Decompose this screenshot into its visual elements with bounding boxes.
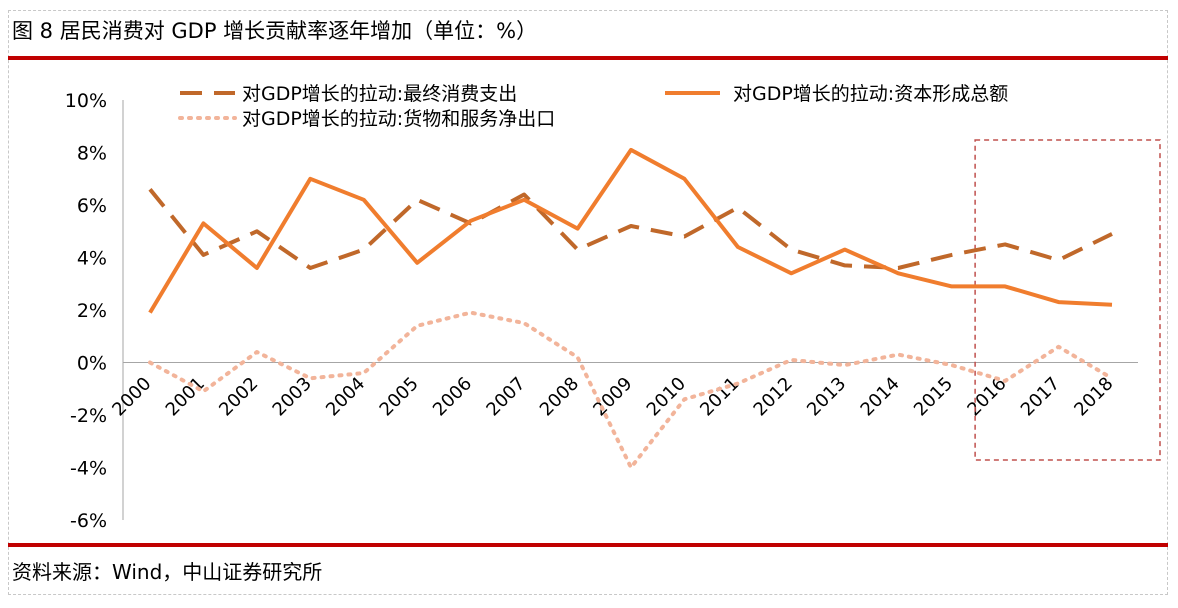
y-tick-label: -4% (70, 458, 107, 480)
y-tick-label: 4% (77, 248, 107, 270)
y-tick-label: 0% (77, 353, 107, 375)
legend-label-2: 对GDP增长的拉动:资本形成总额 (733, 83, 1008, 105)
x-tick-label: 2006 (429, 373, 476, 420)
legend-label-1: 对GDP增长的拉动:最终消费支出 (242, 83, 517, 105)
x-tick-label: 2007 (482, 373, 529, 420)
x-tick-label: 2003 (269, 373, 316, 420)
x-tick-label: 2008 (536, 373, 583, 420)
x-tick-label: 2011 (696, 373, 743, 420)
highlight-box (974, 139, 1161, 461)
x-tick-label: 2005 (376, 373, 423, 420)
source-note: 资料来源：Wind，中山证券研究所 (12, 560, 323, 584)
x-tick-label: 2002 (215, 373, 262, 420)
y-tick-label: 10% (65, 90, 107, 112)
x-tick-label: 2012 (750, 373, 797, 420)
series-line-3 (148, 310, 1114, 470)
source-divider (8, 543, 1168, 547)
y-tick-label: -6% (70, 510, 107, 532)
x-tick-label: 2013 (803, 373, 850, 420)
y-tick-label: 8% (77, 143, 107, 165)
y-tick-label: 2% (77, 300, 107, 322)
x-tick-label: 2010 (643, 373, 690, 420)
y-tick-label: -2% (70, 405, 107, 427)
series-line-1 (148, 188, 1113, 270)
chart-frame (8, 10, 1168, 595)
x-tick-label: 2009 (589, 373, 636, 420)
x-tick-label: 2004 (322, 373, 369, 420)
series-line-2 (148, 147, 1113, 314)
x-tick-label: 2015 (910, 373, 957, 420)
y-tick-label: 6% (77, 195, 107, 217)
x-tick-label: 2018 (1070, 373, 1117, 420)
legend-label-3: 对GDP增长的拉动:货物和服务净出口 (242, 108, 555, 130)
title-divider (8, 56, 1168, 60)
chart-title: 图 8 居民消费对 GDP 增长贡献率逐年增加（单位：%） (12, 19, 538, 43)
x-tick-label: 2017 (1017, 373, 1064, 420)
x-tick-label: 2000 (108, 373, 155, 420)
x-tick-label: 2014 (857, 373, 904, 420)
